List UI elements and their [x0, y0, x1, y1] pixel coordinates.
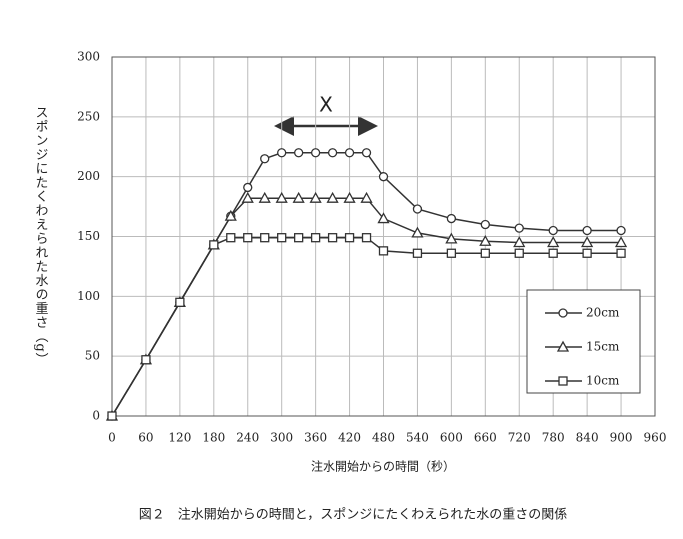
marker [141, 355, 151, 365]
marker [241, 191, 254, 203]
marker [581, 236, 594, 248]
marker [377, 212, 390, 224]
marker [558, 308, 568, 318]
marker [260, 233, 270, 243]
x-tick-label: 480 [372, 431, 395, 445]
marker [412, 204, 423, 214]
y-axis-label: スポンジにたくわえられた水の重さ（g） [33, 105, 49, 366]
legend-box [526, 289, 641, 394]
marker [582, 248, 592, 258]
marker [513, 236, 526, 248]
x-tick-label: 660 [474, 431, 497, 445]
marker [292, 191, 305, 203]
marker [412, 248, 423, 258]
y-tick-label: 300 [77, 50, 100, 64]
marker [411, 226, 424, 238]
x-tick-label: 0 [108, 431, 116, 445]
y-tick-label: 0 [92, 409, 100, 423]
marker [446, 248, 457, 258]
marker [294, 148, 304, 158]
x-tick-label: 720 [508, 431, 531, 445]
marker [616, 248, 626, 258]
marker [479, 234, 492, 246]
marker [556, 340, 570, 352]
y-tick-label: 100 [77, 289, 100, 303]
marker [480, 219, 490, 230]
marker [107, 411, 117, 421]
x-tick-label: 900 [610, 431, 633, 445]
caption: 図２ 注水開始からの時間と，スポンジにたくわえられた水の重さの関係 [139, 507, 567, 523]
marker [360, 191, 373, 203]
marker [224, 209, 237, 221]
x-axis-label: 注水開始からの時間（秒） [311, 459, 455, 474]
marker [378, 172, 389, 182]
marker [310, 148, 321, 158]
marker [378, 246, 389, 256]
x-tick-label: 840 [576, 431, 599, 445]
marker [547, 236, 560, 248]
y-tick-label: 200 [77, 169, 100, 183]
x-tick-label: 960 [644, 431, 667, 445]
marker [275, 191, 288, 203]
marker [294, 233, 304, 243]
x-tick-label: 120 [168, 431, 191, 445]
marker [361, 233, 372, 243]
marker [582, 225, 592, 236]
marker [344, 233, 355, 243]
marker [277, 148, 287, 158]
plot-frame [111, 56, 656, 417]
x-tick-label: 240 [236, 431, 259, 445]
x-tick-label: 60 [138, 431, 153, 445]
marker [243, 182, 253, 193]
marker [327, 233, 338, 243]
marker [258, 191, 271, 203]
x-tick-label: 180 [202, 431, 225, 445]
x-tick-label: 300 [270, 431, 293, 445]
x-tick-label: 600 [440, 431, 463, 445]
marker [344, 148, 355, 158]
marker [209, 240, 219, 250]
marker [310, 233, 321, 243]
marker [616, 225, 626, 236]
marker [445, 232, 458, 244]
marker [548, 248, 558, 258]
legend-label: 20cm [586, 306, 620, 320]
legend-label: 10cm [586, 374, 620, 388]
marker [514, 223, 524, 233]
annotation: X [319, 93, 333, 117]
marker [548, 225, 558, 236]
legend-label: 15cm [586, 340, 620, 354]
marker [343, 191, 356, 203]
marker [361, 148, 372, 158]
marker [614, 236, 628, 248]
y-tick-label: 250 [77, 109, 100, 123]
marker [514, 248, 524, 258]
marker [226, 233, 236, 243]
x-tick-label: 420 [338, 431, 361, 445]
marker [326, 191, 339, 203]
marker [480, 248, 490, 258]
marker [175, 297, 185, 307]
marker [309, 191, 322, 203]
x-tick-label: 540 [406, 431, 429, 445]
marker [243, 233, 253, 243]
marker [277, 233, 287, 243]
y-tick-label: 150 [77, 229, 100, 243]
x-tick-label: 780 [542, 431, 565, 445]
marker [327, 148, 338, 158]
marker [260, 154, 270, 164]
marker [558, 376, 568, 386]
marker [446, 213, 457, 224]
x-tick-label: 360 [304, 431, 327, 445]
y-tick-label: 50 [85, 349, 100, 363]
